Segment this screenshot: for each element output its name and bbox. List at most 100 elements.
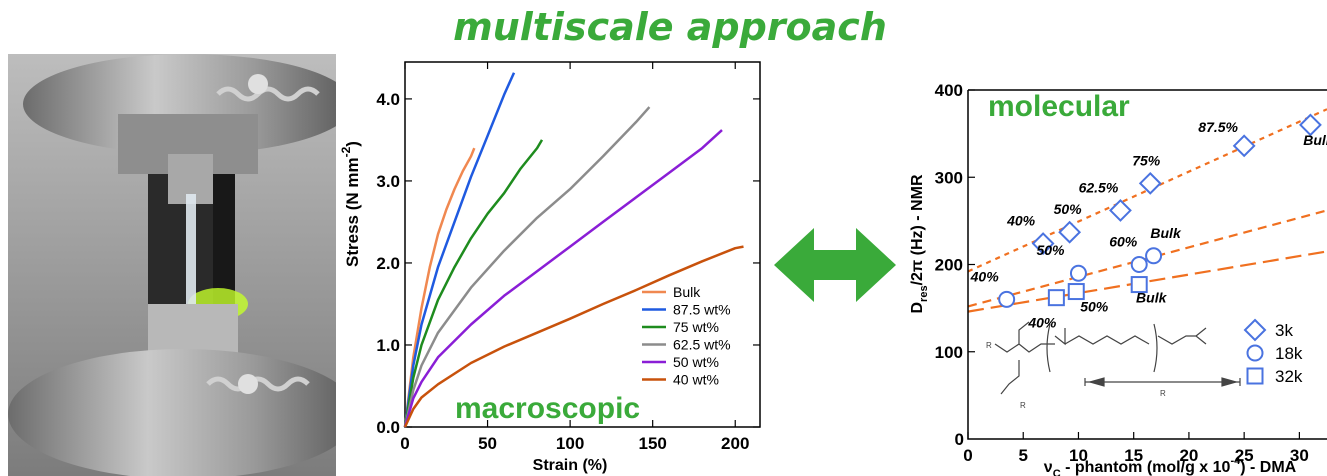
- right-x-tick-label: 5: [1018, 446, 1027, 465]
- molecule-structure: [994, 321, 1241, 395]
- data-label-diamond: 75%: [1132, 152, 1161, 168]
- data-point-diamond: [1109, 198, 1132, 222]
- series-line-40-wt-: [403, 245, 744, 428]
- data-label-diamond: Bulk: [1303, 132, 1327, 148]
- left-x-tick-label: 50: [478, 434, 497, 453]
- right-x-tick-label: 20: [1179, 446, 1198, 465]
- data-point-circle: [1145, 247, 1163, 265]
- legend-marker-circle: [1246, 344, 1264, 362]
- right-x-tick-label: 0: [963, 446, 972, 465]
- data-label-diamond: 40%: [1006, 213, 1036, 229]
- lower-spring: [206, 376, 310, 392]
- legend-label: 40 wt%: [673, 372, 719, 388]
- macroscopic-label: macroscopic: [455, 392, 640, 425]
- data-label-circle: 40%: [970, 268, 1000, 284]
- left-y-axis-title-main: Stress (N mm: [343, 157, 362, 267]
- upper-knob: [248, 74, 268, 94]
- left-chart-axes: 0 50 100 150 200 0.0 1.0 2.0 3.0 4.0: [376, 61, 761, 453]
- right-x-tick-label: 15: [1124, 446, 1143, 465]
- right-x-tick-label: 10: [1069, 446, 1088, 465]
- fit-line-square: [967, 250, 1327, 313]
- left-y-tick-label: 4.0: [376, 90, 400, 109]
- lower-knob: [238, 374, 258, 394]
- legend-label: 75 wt%: [673, 319, 719, 335]
- left-y-axis-title-exp: -2: [340, 146, 353, 157]
- right-x-axis-title-exp: -4: [1230, 455, 1241, 467]
- data-point-circle: [998, 290, 1016, 308]
- springs: [206, 86, 320, 392]
- double-arrow-icon: [774, 228, 896, 302]
- right-x-axis-title-post: ) - DMA: [1240, 459, 1296, 476]
- data-point-circle: [1069, 264, 1087, 282]
- right-x-tick-label: 25: [1235, 446, 1254, 465]
- data-label-circle: 60%: [1109, 234, 1138, 250]
- data-point-square: [1047, 289, 1065, 307]
- left-chart-series: [403, 72, 744, 428]
- right-y-tick-label: 200: [935, 256, 963, 275]
- data-label-diamond: 50%: [1054, 201, 1083, 217]
- left-x-axis-title: Strain (%): [533, 457, 608, 474]
- data-point-square: [1067, 283, 1085, 301]
- left-x-tick-label: 100: [556, 434, 584, 453]
- stress-strain-chart: 0 50 100 150 200 0.0 1.0 2.0 3.0 4.0 Bulk 87.5 wt%…: [340, 61, 761, 474]
- molecular-label: molecular: [988, 90, 1130, 123]
- right-x-axis-title-mid: - phantom (mol/g x 10: [1061, 459, 1231, 476]
- legend-label: 3k: [1275, 321, 1293, 340]
- left-y-axis-title: Stress (N mm-2): [340, 141, 362, 267]
- molecule-label-r2: R: [1020, 401, 1026, 410]
- right-y-tick-label: 0: [955, 430, 964, 449]
- series-line-87-5-wt-: [403, 72, 516, 428]
- right-y-axis-title-pre: D: [909, 302, 926, 314]
- data-label-circle: 50%: [1036, 242, 1065, 258]
- data-point-circle: [1130, 256, 1148, 273]
- series-line-75-wt-: [403, 139, 544, 428]
- data-label-square: Bulk: [1136, 290, 1168, 306]
- tensile-rig-photo: [8, 54, 336, 476]
- legend-label: 50 wt%: [673, 354, 719, 370]
- data-point-diamond: [1299, 113, 1322, 137]
- molecule-label-r3: R: [1160, 389, 1166, 398]
- upper-spring: [216, 86, 320, 102]
- right-y-tick-label: 400: [935, 81, 963, 100]
- right-x-tick-label: 30: [1290, 446, 1309, 465]
- left-chart-legend: Bulk 87.5 wt%75 wt% 62.5 wt%50 wt% 40 wt%: [642, 284, 731, 388]
- right-y-axis-title-post: /2π (Hz) - NMR: [909, 174, 926, 285]
- left-x-tick-label: 150: [638, 434, 666, 453]
- series-line-bulk: [403, 147, 476, 428]
- right-y-tick-label: 100: [935, 343, 963, 362]
- left-y-tick-label: 3.0: [376, 172, 400, 191]
- legend-label: 87.5 wt%: [673, 302, 731, 318]
- right-chart-axes: 00 5 10 15 20 25 30 100 200 300 400: [935, 81, 1327, 465]
- right-y-axis-title-sub: res: [918, 285, 930, 302]
- data-point-square: [1130, 276, 1148, 294]
- series-line-50-wt-: [403, 129, 723, 428]
- right-y-tick-label: 300: [935, 168, 963, 187]
- data-label-square: 50%: [1080, 299, 1109, 315]
- molecule-label-r1: R: [986, 341, 992, 350]
- left-y-tick-label: 0.0: [376, 418, 400, 437]
- data-point-diamond: [1232, 134, 1256, 158]
- data-label-diamond: 87.5%: [1198, 119, 1238, 135]
- legend-label: 18k: [1275, 344, 1303, 363]
- right-x-axis-title-pre: ν: [1044, 459, 1053, 476]
- legend-marker-diamond: [1243, 318, 1267, 342]
- page-heading: multiscale approach: [453, 5, 887, 49]
- left-y-tick-label: 1.0: [376, 336, 400, 355]
- right-x-axis-title-sub: C: [1053, 468, 1061, 476]
- data-point-diamond: [1031, 232, 1055, 255]
- data-label-square: 40%: [1027, 315, 1057, 331]
- series-line-62-5-wt-: [403, 106, 651, 428]
- legend-label: Bulk: [673, 284, 701, 300]
- data-label-diamond: 62.5%: [1079, 179, 1119, 195]
- right-x-axis-title: νC - phantom (mol/g x 10-4) - DMA: [1044, 455, 1297, 476]
- data-point-diamond: [1058, 220, 1082, 244]
- left-plot-frame: [404, 61, 761, 428]
- data-point-diamond: [1138, 171, 1162, 195]
- legend-label: 32k: [1275, 367, 1303, 386]
- left-y-tick-label: 2.0: [376, 254, 400, 273]
- left-x-tick-label: 0: [400, 434, 409, 453]
- left-y-axis-title-close: ): [343, 141, 362, 147]
- right-y-axis-title: Dres/2π (Hz) - NMR: [909, 174, 930, 313]
- legend-label: 62.5 wt%: [673, 337, 731, 353]
